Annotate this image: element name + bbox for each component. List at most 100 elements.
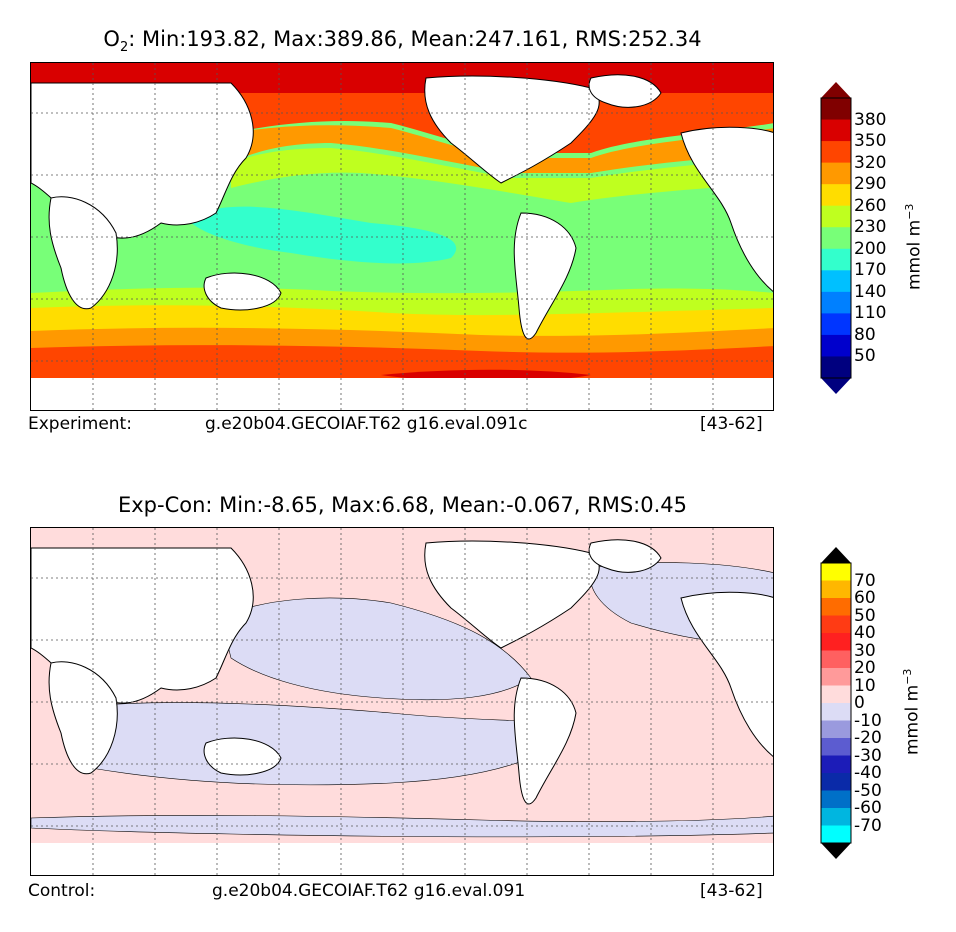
colorbar-segment bbox=[821, 313, 851, 336]
top-footer-years: [43-62] bbox=[700, 414, 763, 434]
colorbar-tick-label: -50 bbox=[854, 780, 882, 801]
colorbar-segment bbox=[821, 563, 851, 581]
bottom-colorbar bbox=[820, 547, 852, 859]
colorbar-segment bbox=[821, 720, 851, 739]
colorbar-tick-label: 110 bbox=[854, 303, 887, 324]
colorbar-tick-label: 350 bbox=[854, 131, 887, 152]
africa-east-land bbox=[680, 591, 773, 757]
north-america-land bbox=[424, 75, 600, 184]
top-map-canvas bbox=[31, 63, 773, 410]
top-colorbar bbox=[820, 82, 852, 394]
colorbar-tick-label: 50 bbox=[854, 346, 876, 367]
antarctica-land bbox=[31, 843, 773, 875]
colorbar-segment bbox=[821, 755, 851, 774]
australia-land bbox=[203, 272, 282, 311]
africa-east-land bbox=[680, 126, 773, 292]
bottom-map-canvas bbox=[31, 528, 773, 875]
colorbar-segment bbox=[821, 162, 851, 185]
colorbar-segment bbox=[821, 615, 851, 634]
colorbar-tick-label: 30 bbox=[854, 640, 876, 661]
continents bbox=[31, 74, 773, 340]
antarctica-land bbox=[31, 378, 773, 410]
colorbar-tick-label: -40 bbox=[854, 763, 882, 783]
colorbar-tick-label: 290 bbox=[854, 174, 887, 195]
colorbar-tick-label: 230 bbox=[854, 217, 887, 238]
colorbar-segment bbox=[821, 633, 851, 651]
bottom-colorbar-units: mmol m−3 bbox=[901, 668, 923, 755]
colorbar-over-triangle bbox=[821, 547, 851, 563]
colorbar-segment bbox=[821, 141, 851, 164]
colorbar-tick-label: -70 bbox=[854, 815, 882, 836]
colorbar-tick-label: -20 bbox=[854, 728, 882, 748]
bottom-footer-label: Control: bbox=[28, 881, 96, 901]
colorbar-segment bbox=[821, 98, 851, 121]
colorbar-segment bbox=[821, 598, 851, 616]
colorbar-tick-label: 60 bbox=[854, 588, 876, 608]
colorbar-segment bbox=[821, 685, 851, 704]
ocean-band-230-260 bbox=[231, 148, 773, 203]
colorbar-segment bbox=[821, 291, 851, 314]
top-footer-label: Experiment: bbox=[28, 414, 132, 434]
colorbar-segment bbox=[821, 580, 851, 599]
colorbar-segment bbox=[821, 738, 851, 756]
colorbar-tick-label: -60 bbox=[854, 798, 882, 818]
bottom-footer-years: [43-62] bbox=[700, 881, 763, 901]
colorbar-tick-label: 320 bbox=[854, 152, 887, 173]
south-america-land bbox=[513, 212, 577, 340]
colorbar-segment bbox=[821, 184, 851, 207]
colorbar-tick-label: 260 bbox=[854, 195, 887, 216]
colorbar-segment bbox=[821, 205, 851, 228]
ocean-band-170-200 bbox=[191, 206, 457, 264]
colorbar-tick-label: 80 bbox=[854, 324, 876, 345]
bottom-map-title: Exp-Con: Min:-8.65, Max:6.68, Mean:-0.06… bbox=[117, 493, 687, 517]
colorbar-segment bbox=[821, 248, 851, 271]
diff-band-neg-pacific-north bbox=[220, 597, 532, 701]
colorbar-segment bbox=[821, 270, 851, 293]
colorbar-outline bbox=[820, 97, 852, 379]
colorbar-tick-label: -10 bbox=[854, 710, 882, 731]
colorbar-segment bbox=[821, 790, 851, 809]
colorbar-segment bbox=[821, 227, 851, 250]
colorbar-tick-label: 200 bbox=[854, 238, 887, 259]
colorbar-under-triangle bbox=[821, 843, 851, 859]
colorbar-tick-label: 170 bbox=[854, 260, 887, 281]
colorbar-tick-label: 20 bbox=[854, 658, 876, 678]
north-america-land bbox=[424, 540, 600, 649]
continents bbox=[31, 539, 773, 805]
colorbar-tick-label: -30 bbox=[854, 745, 882, 766]
greenland-land bbox=[588, 74, 662, 108]
colorbar-segment bbox=[821, 825, 851, 844]
colorbar-segment bbox=[821, 334, 851, 357]
top-colorbar-units: mmol m−3 bbox=[903, 203, 925, 290]
australia-land bbox=[203, 737, 282, 776]
bottom-map-plot bbox=[30, 527, 774, 876]
greenland-land bbox=[588, 539, 662, 573]
colorbar-segment bbox=[821, 808, 851, 826]
colorbar-segment bbox=[821, 650, 851, 669]
colorbar-tick-label: 380 bbox=[854, 109, 887, 130]
colorbar-segment bbox=[821, 703, 851, 721]
top-footer-case: g.e20b04.GECOIAF.T62 g16.eval.091c bbox=[205, 414, 528, 434]
colorbar-segment bbox=[821, 119, 851, 142]
south-america-land bbox=[513, 677, 577, 805]
colorbar-segment bbox=[821, 668, 851, 686]
bottom-footer-case: g.e20b04.GECOIAF.T62 g16.eval.091 bbox=[212, 881, 526, 901]
colorbar-under-triangle bbox=[821, 378, 851, 394]
africa-land bbox=[48, 196, 118, 310]
title-variable: O bbox=[103, 27, 120, 51]
graticule bbox=[31, 528, 773, 875]
africa-land bbox=[48, 661, 118, 775]
colorbar-tick-label: 70 bbox=[854, 570, 876, 591]
colorbar-tick-label: 10 bbox=[854, 675, 876, 696]
top-map-title: O2: Min:193.82, Max:389.86, Mean:247.161… bbox=[30, 27, 775, 55]
colorbar-tick-label: 140 bbox=[854, 281, 887, 302]
top-map-plot bbox=[30, 62, 774, 411]
colorbar-over-triangle bbox=[821, 82, 851, 98]
colorbar-segment bbox=[821, 356, 851, 379]
title-variable-subscript: 2 bbox=[119, 40, 129, 56]
graticule bbox=[31, 63, 773, 410]
colorbar-tick-label: 50 bbox=[854, 605, 876, 626]
colorbar-tick-label: 40 bbox=[854, 623, 876, 643]
colorbar-segment bbox=[821, 773, 851, 791]
colorbar-outline bbox=[820, 562, 852, 844]
